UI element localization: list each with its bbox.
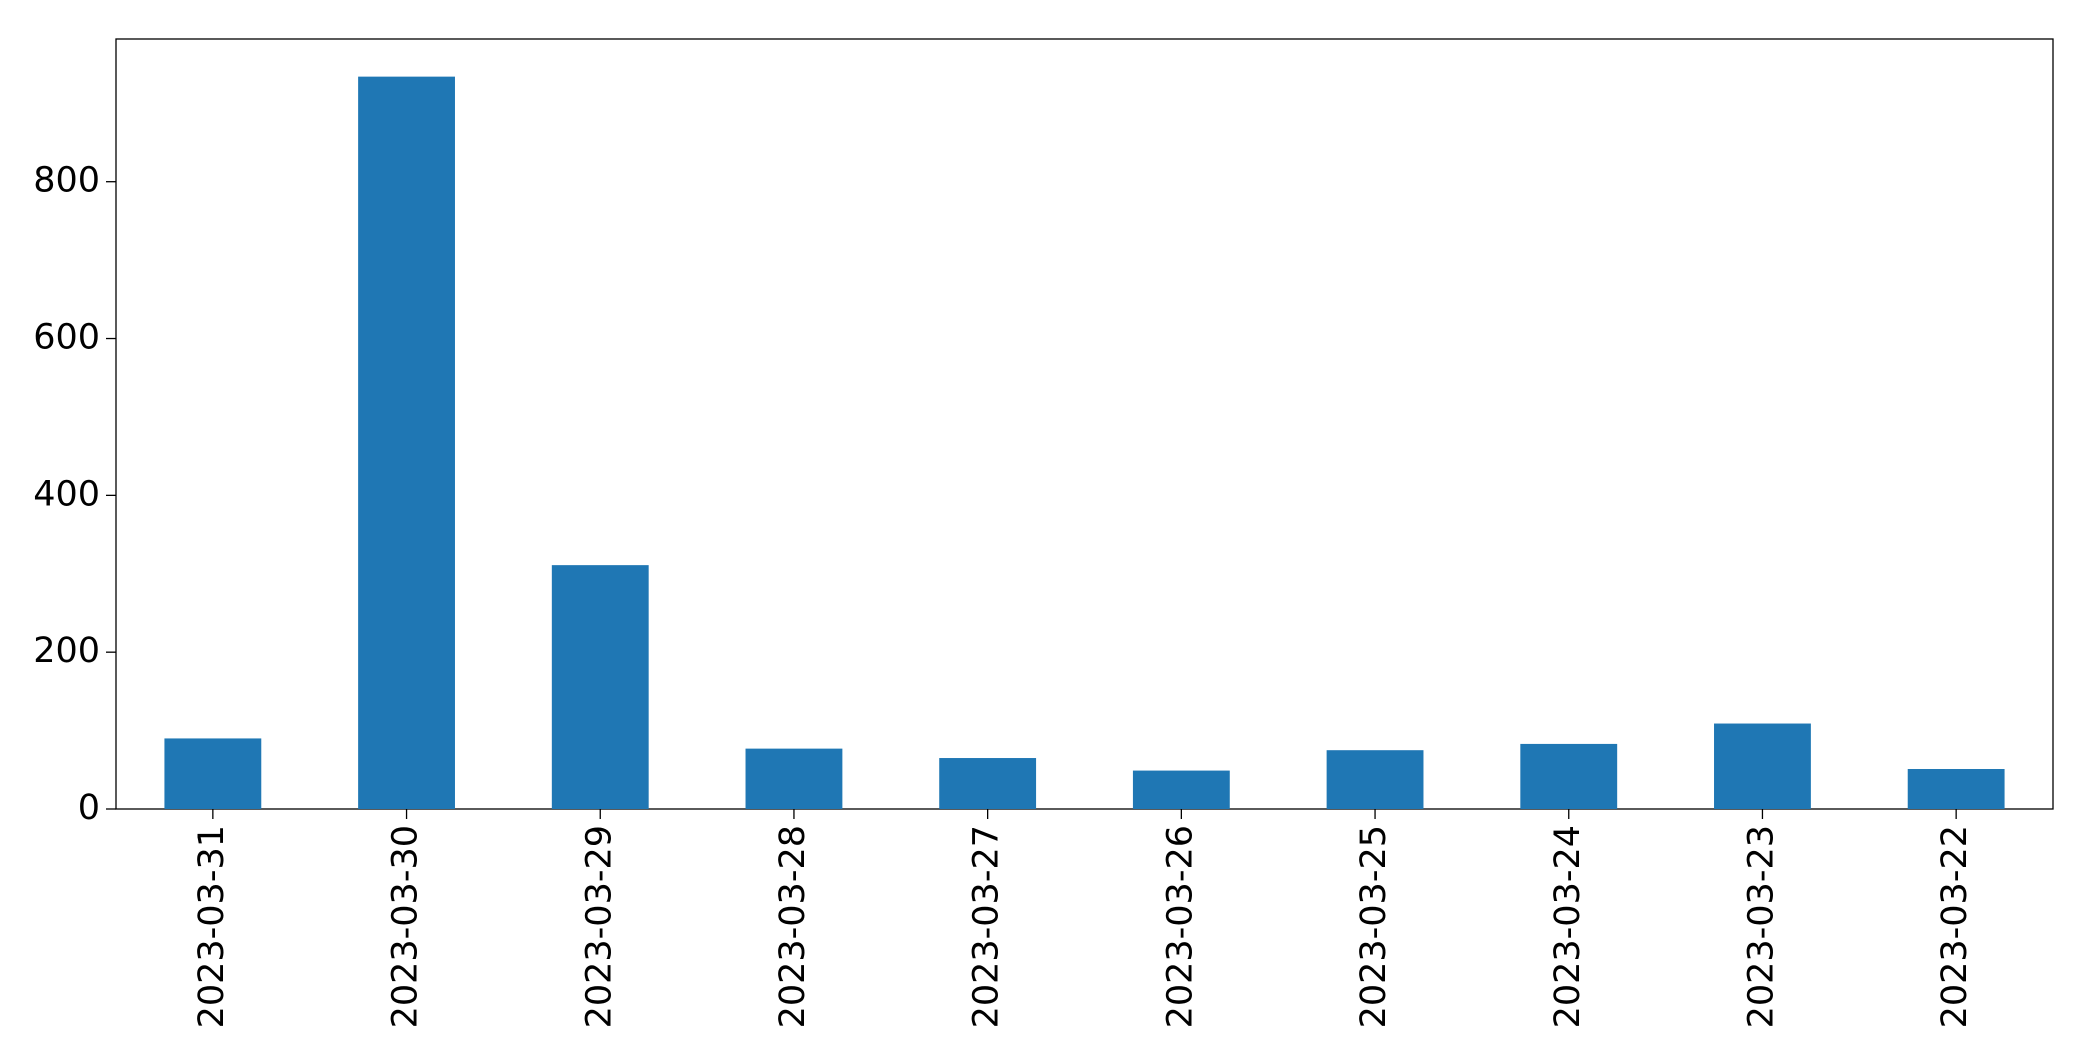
x-tick-label: 2023-03-27	[967, 825, 1007, 1028]
bar	[745, 748, 843, 809]
plot-frame	[115, 38, 2054, 810]
bar	[551, 565, 649, 809]
y-tick-label: 400	[33, 474, 100, 514]
x-tick-label: 2023-03-26	[1160, 825, 1200, 1028]
y-tick-label: 200	[33, 631, 100, 671]
bar	[358, 76, 455, 810]
bar	[1326, 750, 1424, 809]
bar	[1907, 769, 2005, 809]
bar	[1714, 723, 1811, 809]
x-tick-label: 2023-03-22	[1935, 825, 1975, 1028]
bar	[939, 758, 1037, 809]
x-tick-label: 2023-03-29	[579, 825, 619, 1028]
bar	[1132, 770, 1230, 809]
y-tick-label: 800	[33, 161, 100, 201]
x-tick-label: 2023-03-23	[1741, 825, 1781, 1028]
x-tick-label: 2023-03-25	[1354, 825, 1394, 1028]
x-tick-label: 2023-03-31	[192, 825, 232, 1028]
x-tick-label: 2023-03-28	[773, 825, 813, 1028]
bar	[1520, 743, 1618, 809]
bar	[164, 738, 262, 809]
x-tick-label: 2023-03-24	[1548, 825, 1588, 1028]
y-tick-label: 0	[78, 788, 100, 828]
x-tick-label: 2023-03-30	[386, 825, 426, 1028]
y-tick-label: 600	[33, 318, 100, 358]
